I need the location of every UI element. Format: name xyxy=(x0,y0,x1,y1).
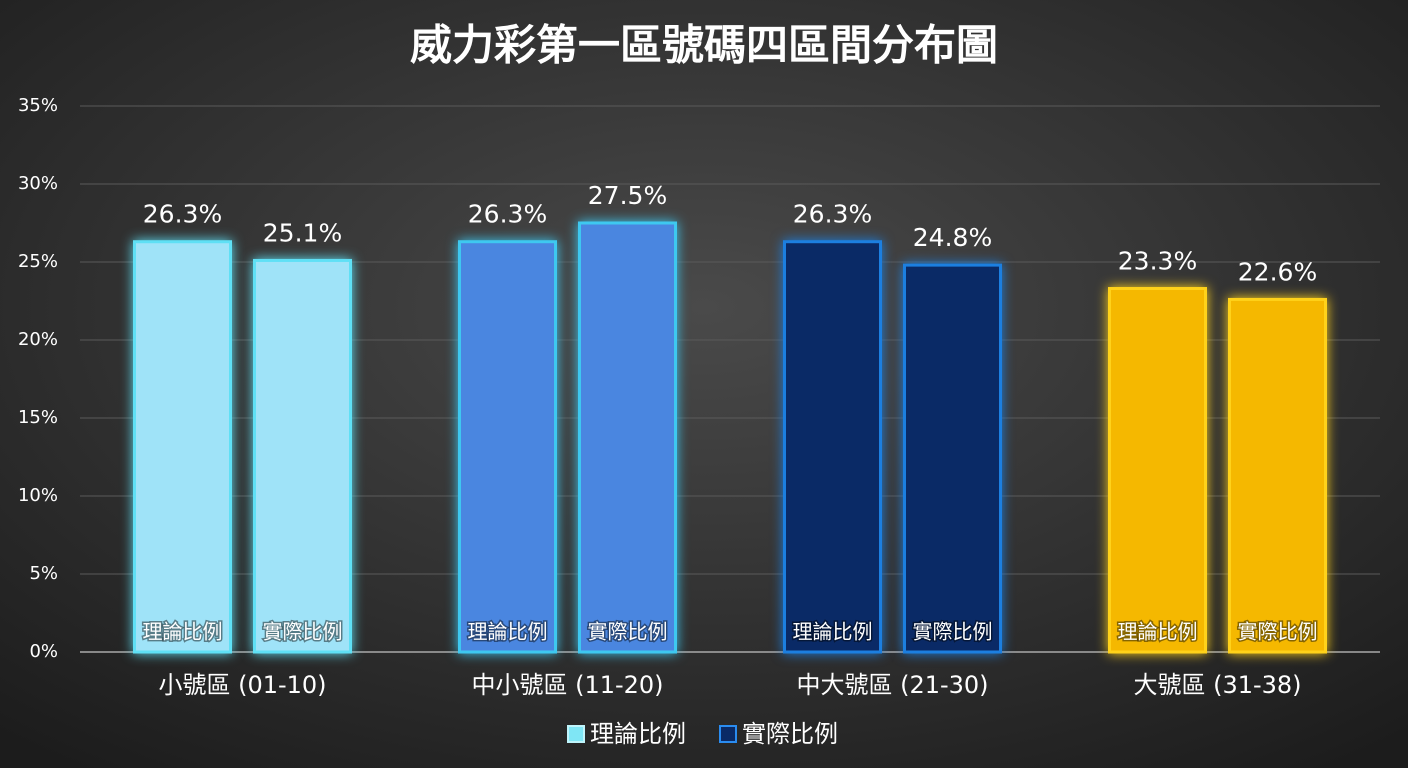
y-tick-label: 35% xyxy=(18,95,58,116)
bar-series-label: 實際比例 xyxy=(588,620,668,644)
bar-series-label: 理論比例 xyxy=(468,620,548,644)
y-tick-label: 30% xyxy=(18,173,58,194)
bar-series-label: 理論比例 xyxy=(143,620,223,644)
bar-series-label: 理論比例 xyxy=(1118,620,1198,644)
bar xyxy=(578,221,677,654)
bar xyxy=(903,263,1002,654)
chart-title: 威力彩第一區號碼四區間分布圖 xyxy=(410,21,998,70)
bar-series-label: 實際比例 xyxy=(913,620,993,644)
x-tick-label: 小號區 (01-10) xyxy=(158,671,326,699)
bar xyxy=(1228,297,1327,654)
x-tick-label: 中大號區 (21-30) xyxy=(796,671,988,699)
value-label: 22.6% xyxy=(1238,257,1317,286)
bar xyxy=(1108,287,1207,654)
value-label: 25.1% xyxy=(263,218,342,247)
legend-swatch xyxy=(567,725,585,743)
value-label: 26.3% xyxy=(793,200,872,229)
y-tick-label: 20% xyxy=(18,329,58,350)
bar-series-label: 實際比例 xyxy=(1238,620,1318,644)
value-label: 26.3% xyxy=(143,200,222,229)
value-label: 27.5% xyxy=(588,181,667,210)
bar xyxy=(458,240,557,654)
bar xyxy=(133,240,232,654)
legend-swatch xyxy=(719,725,737,743)
bar xyxy=(253,258,352,654)
value-label: 26.3% xyxy=(468,200,547,229)
y-tick-label: 5% xyxy=(29,563,58,584)
y-tick-label: 15% xyxy=(18,407,58,428)
value-label: 23.3% xyxy=(1118,247,1197,276)
x-tick-label: 中小號區 (11-20) xyxy=(471,671,663,699)
y-tick-label: 25% xyxy=(18,251,58,272)
y-tick-label: 0% xyxy=(29,641,58,662)
bar-series-label: 理論比例 xyxy=(793,620,873,644)
x-tick-label: 大號區 (31-38) xyxy=(1133,671,1301,699)
value-label: 24.8% xyxy=(913,223,992,252)
legend-label: 理論比例 xyxy=(590,720,686,748)
legend-label: 實際比例 xyxy=(742,720,838,748)
bar-series-label: 實際比例 xyxy=(263,620,343,644)
bar xyxy=(783,240,882,654)
y-tick-label: 10% xyxy=(18,485,58,506)
